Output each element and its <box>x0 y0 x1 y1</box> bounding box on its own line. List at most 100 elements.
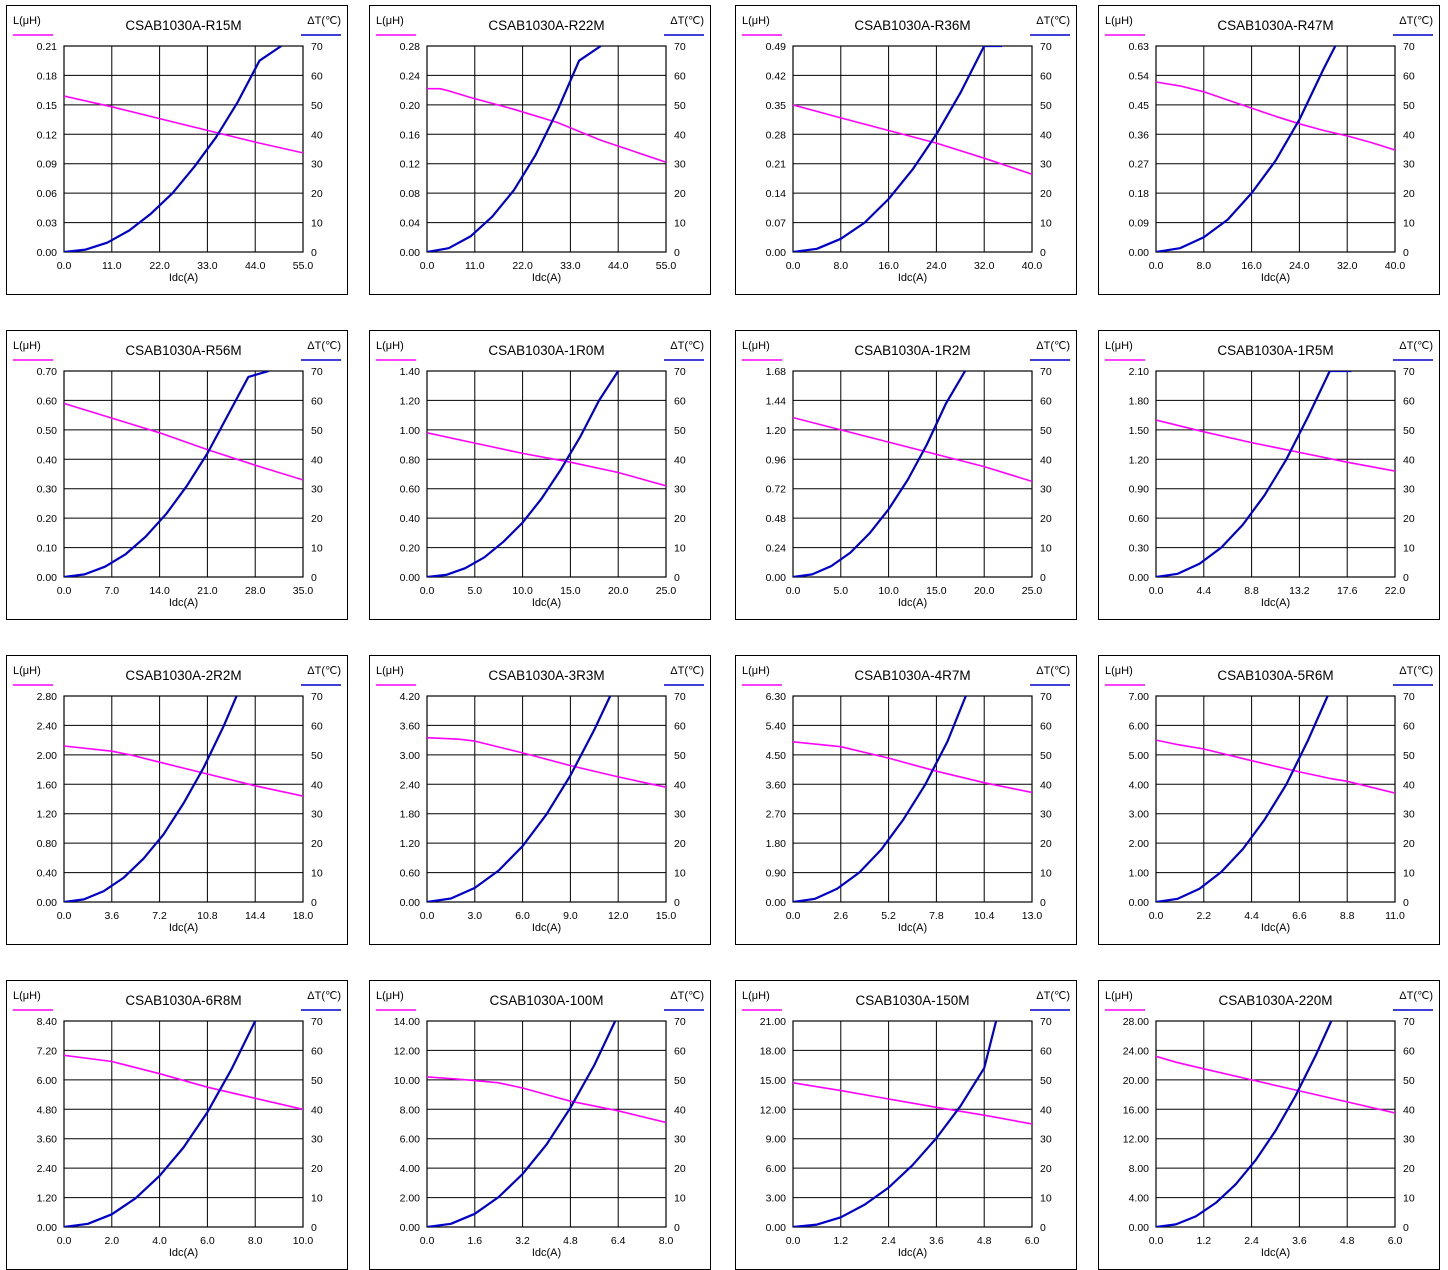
y-tick-label-left: 2.40 <box>37 1163 58 1175</box>
y-tick-label-right: 70 <box>1040 1016 1052 1028</box>
y-tick-label-left: 0.00 <box>400 897 421 909</box>
y-tick-label-right: 10 <box>674 1193 686 1205</box>
plot-frame <box>792 1020 1033 1228</box>
x-tick-label: 0.0 <box>786 260 801 272</box>
y-tick-label-right: 50 <box>1040 1075 1052 1087</box>
y-tick-label-left: 0.40 <box>400 513 421 525</box>
y-tick-label-left: 0.08 <box>400 188 421 200</box>
y-tick-label-left: 8.00 <box>400 1104 421 1116</box>
y-tick-label-left: 0.63 <box>1129 41 1150 53</box>
y-tick-label-left: 0.45 <box>1129 100 1150 112</box>
y-tick-label-right: 0 <box>1403 897 1409 909</box>
y-tick-label-left: 0.96 <box>766 454 787 466</box>
y-tick-label-right: 40 <box>674 129 686 141</box>
y-axis-left-label: L(μH) <box>742 665 770 677</box>
y-axis-left-label: L(μH) <box>376 665 404 677</box>
y-tick-label-left: 0.00 <box>1129 572 1150 584</box>
y-tick-label-left: 7.20 <box>37 1045 58 1057</box>
y-tick-label-right: 40 <box>674 1104 686 1116</box>
y-tick-label-right: 0 <box>311 897 317 909</box>
x-tick-label: 40.0 <box>1022 260 1043 272</box>
series-line-temperature <box>64 1021 257 1227</box>
y-axis-left-label: L(μH) <box>1105 340 1133 352</box>
plot-frame <box>63 370 304 578</box>
x-tick-label: 10.4 <box>974 910 995 922</box>
y-tick-label-right: 30 <box>311 484 323 496</box>
y-axis-left-label: L(μH) <box>13 340 41 352</box>
x-tick-label: 17.6 <box>1337 585 1358 597</box>
y-axis-left-label: L(μH) <box>742 340 770 352</box>
y-tick-label-right: 50 <box>1403 100 1415 112</box>
series-line-inductance <box>64 1054 303 1111</box>
y-tick-label-left: 0.00 <box>1129 897 1150 909</box>
y-tick-label-left: 1.00 <box>400 425 421 437</box>
y-tick-label-left: 8.40 <box>37 1016 58 1028</box>
x-tick-label: 2.0 <box>104 1235 119 1247</box>
chart-title: CSAB1030A-150M <box>855 993 969 1008</box>
y-tick-label-right: 0 <box>1040 897 1046 909</box>
y-tick-label-right: 10 <box>1403 543 1415 555</box>
y-tick-label-left: 0.24 <box>766 543 787 555</box>
y-tick-label-right: 60 <box>311 1045 323 1057</box>
series-line-temperature <box>64 696 238 902</box>
y-tick-label-left: 0.00 <box>766 1222 787 1234</box>
chart-panel: CSAB1030A-150M L(μH) ΔT(℃) 0.0 1.2 2.4 3.6 4.8 6… <box>735 980 1077 1270</box>
y-tick-label-right: 50 <box>311 1075 323 1087</box>
chart-panel: CSAB1030A-R22M L(μH) ΔT(℃) 0.0 11.0 22.0 33.0 4… <box>369 5 711 295</box>
x-tick-label: 0.0 <box>786 910 801 922</box>
y-axis-right-label: ΔT(℃) <box>670 340 704 352</box>
y-tick-label-left: 2.80 <box>37 691 58 703</box>
y-tick-label-right: 60 <box>1403 70 1415 82</box>
x-tick-label: 0.0 <box>1149 585 1164 597</box>
series-line-temperature <box>1156 46 1337 252</box>
y-tick-label-left: 21.00 <box>760 1016 786 1028</box>
x-axis-label: Idc(A) <box>169 597 198 609</box>
y-tick-label-left: 0.42 <box>766 70 787 82</box>
y-tick-label-left: 14.00 <box>394 1016 420 1028</box>
y-tick-label-left: 0.07 <box>766 218 787 230</box>
y-tick-label-left: 1.44 <box>766 395 787 407</box>
y-tick-label-right: 20 <box>1403 838 1415 850</box>
y-tick-label-left: 1.20 <box>400 395 421 407</box>
y-tick-label-right: 40 <box>311 1104 323 1116</box>
x-tick-label: 32.0 <box>1337 260 1358 272</box>
x-tick-label: 13.0 <box>1022 910 1043 922</box>
y-tick-label-left: 3.60 <box>37 1134 58 1146</box>
y-tick-label-left: 18.00 <box>760 1045 786 1057</box>
x-tick-label: 8.0 <box>833 260 848 272</box>
plot-frame <box>1155 370 1396 578</box>
x-tick-label: 7.2 <box>152 910 167 922</box>
y-tick-label-right: 40 <box>1040 454 1052 466</box>
y-tick-label-left: 0.70 <box>37 366 58 378</box>
y-tick-label-left: 24.00 <box>1123 1045 1149 1057</box>
y-tick-label-right: 60 <box>1040 70 1052 82</box>
y-tick-label-right: 50 <box>674 425 686 437</box>
y-tick-label-left: 0.40 <box>37 868 58 880</box>
y-tick-label-right: 0 <box>1403 247 1409 259</box>
y-tick-label-left: 1.20 <box>37 1193 58 1205</box>
y-tick-label-left: 1.80 <box>1129 395 1150 407</box>
chart-title: CSAB1030A-220M <box>1218 993 1332 1008</box>
x-tick-label: 11.0 <box>465 260 485 272</box>
chart-svg: CSAB1030A-5R6M L(μH) ΔT(℃) 0.0 2.2 4.4 6.6 8.8 1… <box>1105 665 1433 934</box>
y-tick-label-right: 20 <box>674 1163 686 1175</box>
y-tick-label-right: 70 <box>1040 691 1052 703</box>
chart-svg: CSAB1030A-4R7M L(μH) ΔT(℃) 0.0 2.6 5.2 7.8 10.4… <box>742 665 1070 934</box>
x-tick-label: 3.0 <box>467 910 482 922</box>
y-tick-label-right: 70 <box>311 691 323 703</box>
y-axis-right-label: ΔT(℃) <box>1036 665 1070 677</box>
y-tick-label-right: 10 <box>674 868 686 880</box>
x-tick-label: 0.0 <box>1149 910 1164 922</box>
series-line-inductance <box>1156 81 1395 151</box>
x-tick-label: 5.0 <box>833 585 848 597</box>
y-tick-label-right: 10 <box>674 218 686 230</box>
y-tick-label-left: 0.60 <box>400 868 421 880</box>
chart-panel: CSAB1030A-4R7M L(μH) ΔT(℃) 0.0 2.6 5.2 7.8 10.4… <box>735 655 1077 945</box>
x-tick-label: 0.0 <box>1149 260 1164 272</box>
x-tick-label: 0.0 <box>1149 1235 1164 1247</box>
y-tick-label-right: 70 <box>674 691 686 703</box>
y-tick-label-right: 40 <box>1403 779 1415 791</box>
series-line-inductance <box>427 1076 666 1124</box>
y-tick-label-right: 0 <box>674 247 680 259</box>
x-tick-label: 11.0 <box>102 260 122 272</box>
